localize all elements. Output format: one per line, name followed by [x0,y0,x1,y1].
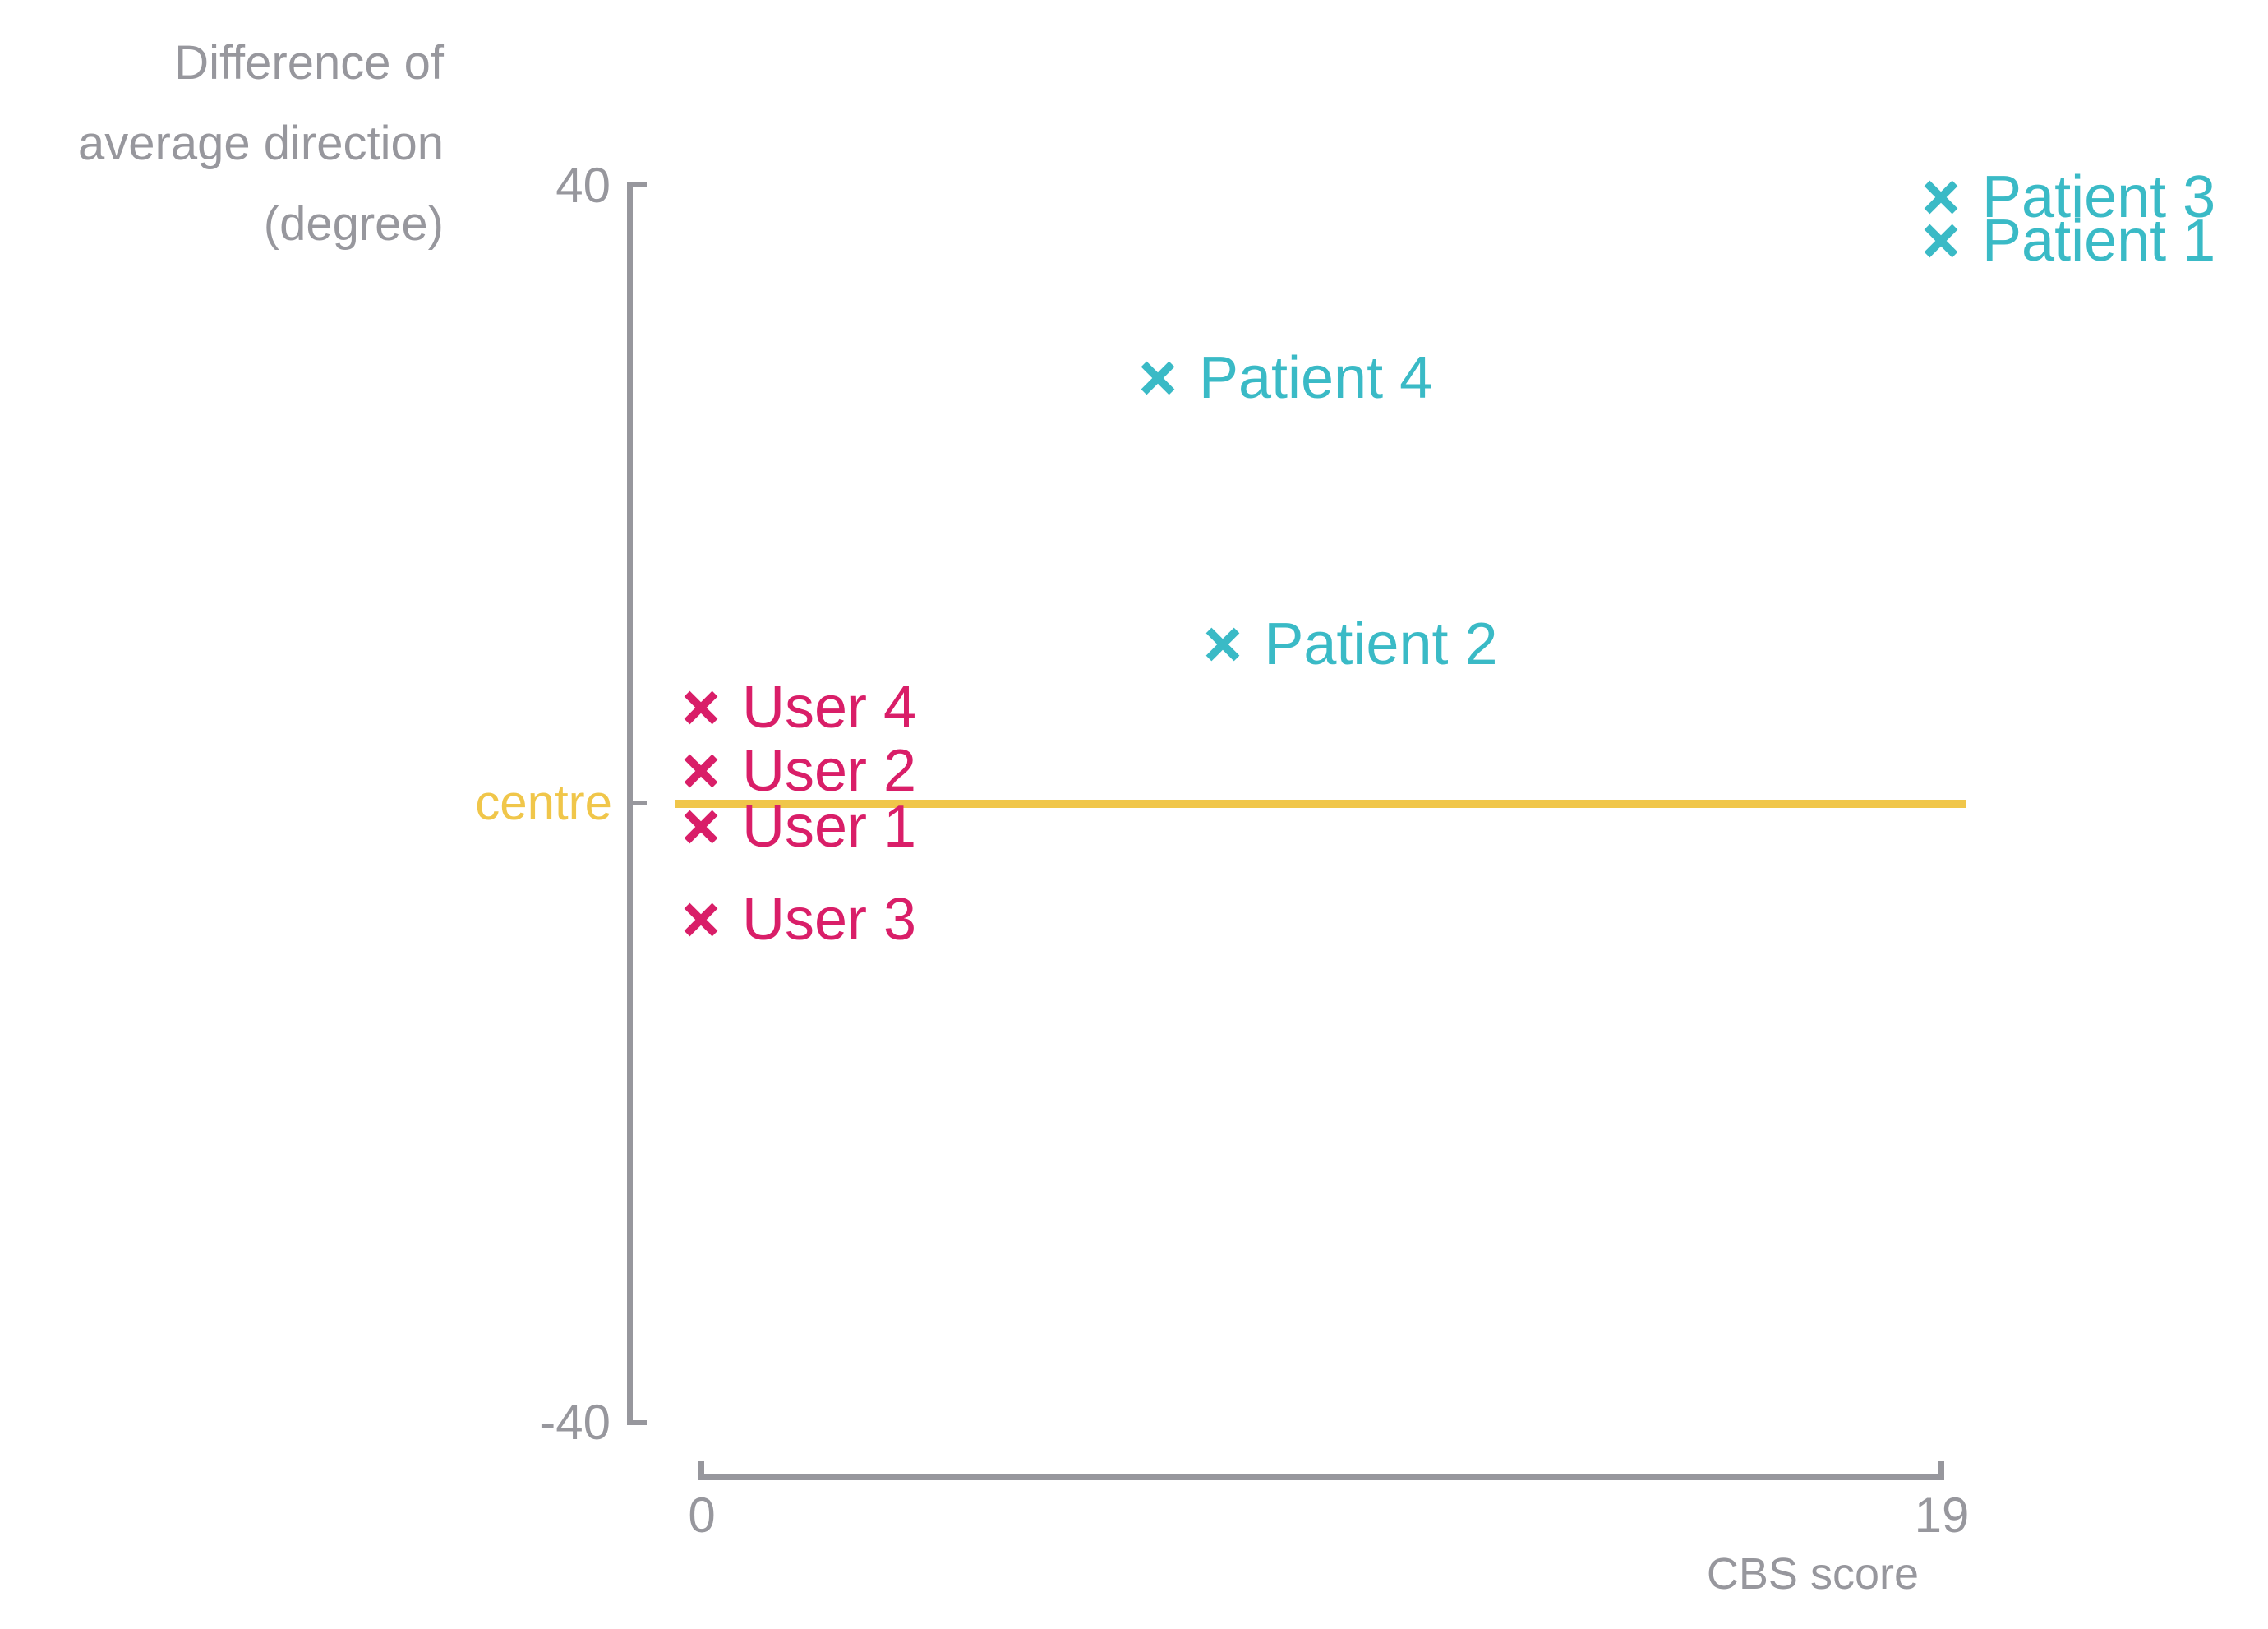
y-axis-title-line-1: Difference of [174,36,444,90]
point-marker-user-2 [682,752,720,790]
y-tick-mark-centre [627,801,647,805]
y-tick-label-40: 40 [555,158,611,213]
point-marker-user-3 [682,901,720,939]
x-marker-icon [1924,180,1958,215]
point-label-patient-4: Patient 4 [1198,345,1433,412]
point-marker-patient-3 [1922,178,1960,216]
point-marker-user-4 [682,689,720,727]
point-label-user-1: User 1 [742,794,917,861]
point-marker-patient-4 [1139,359,1177,397]
y-tick-mark-40 [627,182,647,187]
point-label-user-2: User 2 [742,738,917,805]
point-marker-user-1 [682,808,720,846]
y-axis-title-line-3: (degree) [263,197,444,251]
point-label-patient-1: Patient 1 [1982,207,2216,274]
point-label-user-3: User 3 [742,887,917,953]
y-tick-label-minus-40: -40 [539,1395,611,1450]
y-axis-title: Difference of average direction (degree) [0,23,444,265]
x-tick-label-0: 0 [688,1488,716,1543]
point-marker-patient-1 [1922,222,1960,260]
x-marker-icon [684,755,718,788]
x-marker-icon [1141,361,1175,395]
x-marker-icon [684,810,718,844]
x-marker-icon [684,902,718,937]
x-tick-mark-19 [1938,1461,1944,1480]
x-axis-title: CBS score [1706,1549,1919,1599]
y-tick-mark-minus-40 [627,1420,647,1425]
x-marker-icon [1206,627,1240,662]
y-axis-title-line-2: average direction [78,117,444,170]
point-marker-patient-2 [1204,625,1242,663]
centre-reference-line [675,800,1966,808]
point-label-patient-2: Patient 2 [1264,611,1498,678]
x-marker-icon [1924,224,1958,258]
point-label-patient-3: Patient 3 [1982,164,2216,231]
x-tick-label-19: 19 [1914,1488,1970,1543]
centre-line-label: centre [475,775,612,830]
x-axis-line [698,1474,1944,1480]
x-tick-mark-0 [698,1461,704,1480]
point-label-user-4: User 4 [742,675,917,741]
x-marker-icon [684,690,718,725]
